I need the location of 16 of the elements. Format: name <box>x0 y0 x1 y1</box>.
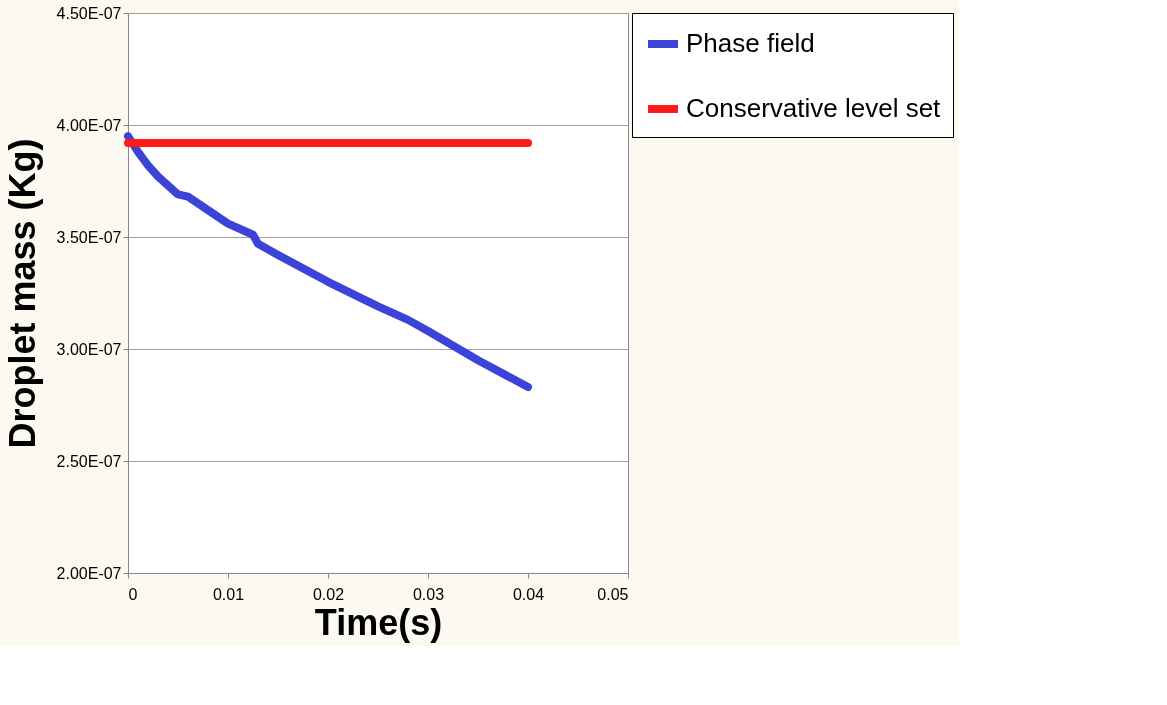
legend-label: Conservative level set <box>686 93 942 123</box>
x-tick-label: 0.02 <box>312 585 345 603</box>
y-tick-label: 2.00E-07 <box>56 564 122 582</box>
x-tick-label: 0.04 <box>512 585 545 603</box>
legend-label: Phase field <box>686 28 815 58</box>
y-tick-label: 3.00E-07 <box>56 340 122 358</box>
y-tick-label: 4.00E-07 <box>56 116 122 134</box>
x-tick-label: 0.03 <box>412 585 445 603</box>
y-tick-label: 4.50E-07 <box>56 4 122 22</box>
x-tick-label: 0.05 <box>597 585 629 603</box>
x-axis-title: Time(s) <box>314 601 443 643</box>
y-tick-label: 2.50E-07 <box>56 452 122 470</box>
x-tick-label: 0 <box>128 585 138 603</box>
y-tick-label: 3.50E-07 <box>56 228 122 246</box>
x-tick-label: 0.01 <box>212 585 245 603</box>
y-axis-title: Droplet mass (Kg) <box>1 138 43 449</box>
